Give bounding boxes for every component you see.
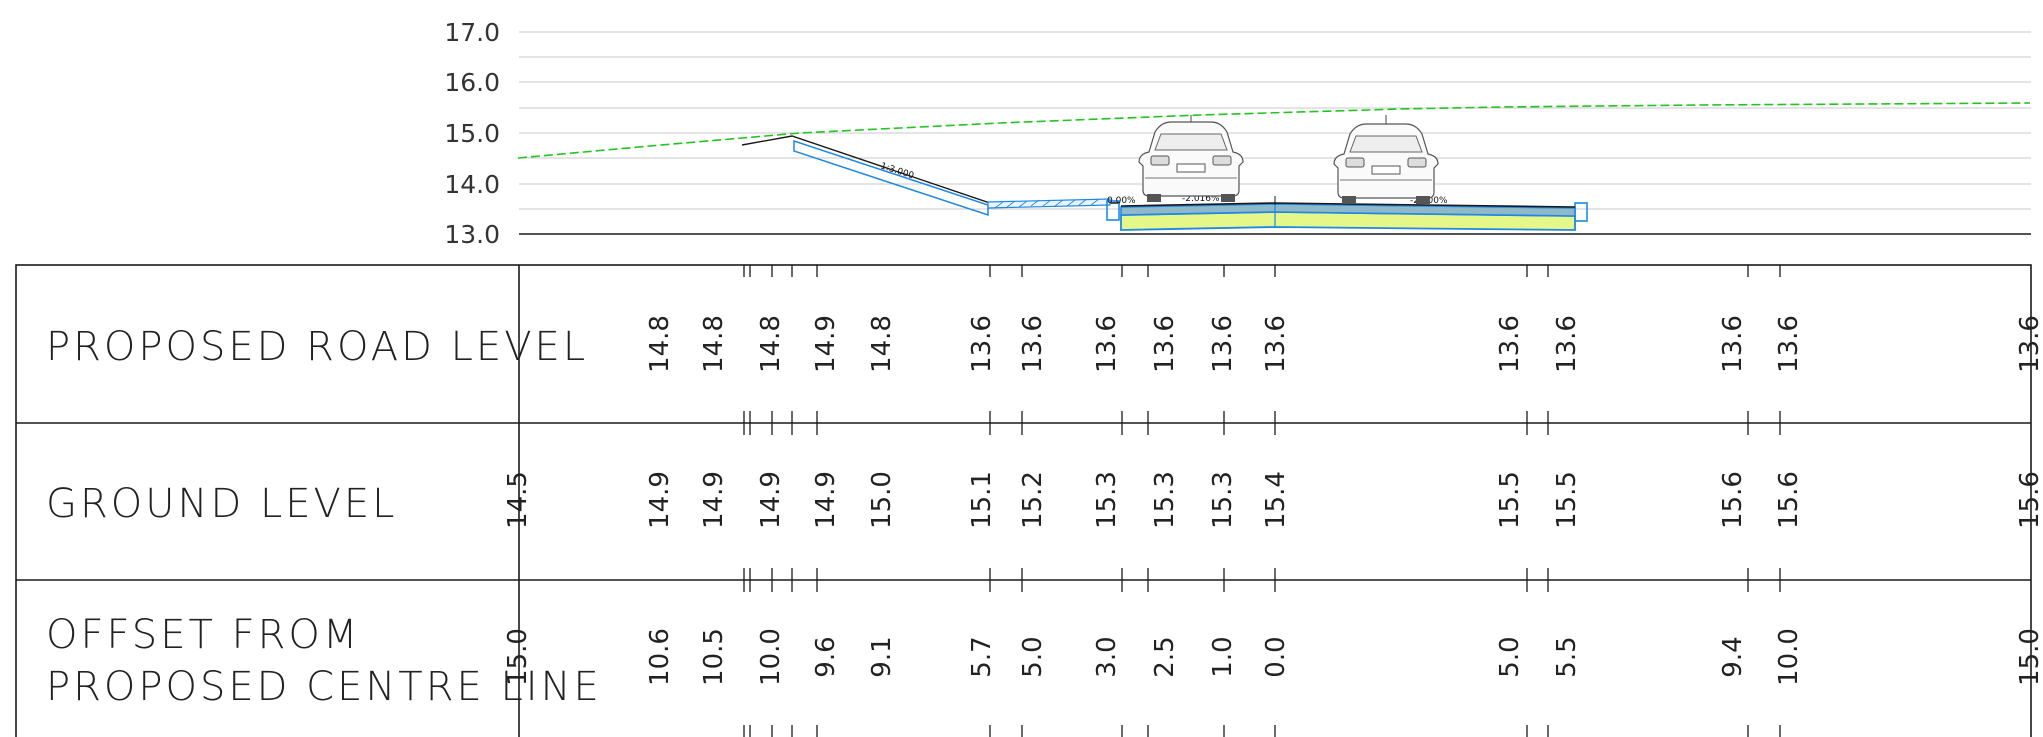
proposed-road-level-value: 13.6 (1774, 315, 1804, 373)
level-label-16: 16.0 (444, 68, 500, 97)
level-label-17: 17.0 (444, 18, 500, 47)
ground-level-value: 15.5 (1552, 471, 1582, 529)
proposed-road-level-value: 13.6 (2015, 315, 2043, 373)
proposed-road-level-value: 13.6 (1495, 315, 1525, 373)
proposed-road-level-value: 14.8 (756, 315, 786, 373)
kerb-left (1106, 200, 1120, 221)
proposed-road-level-value: 14.8 (699, 315, 729, 373)
proposed-road-level-value: 14.8 (867, 315, 897, 373)
row-title-ground-level: GROUND LEVEL (46, 481, 397, 527)
proposed-road-level-value: 13.6 (1261, 315, 1291, 373)
offset-value: 1.0 (1208, 636, 1238, 677)
proposed-road-level-value: 13.6 (1018, 315, 1048, 373)
offset-value: 9.6 (811, 636, 841, 677)
proposed-road-level-value: 13.6 (1718, 315, 1748, 373)
ground-level-value: 15.3 (1092, 471, 1122, 529)
offset-value: 10.0 (1774, 628, 1804, 686)
row-title-offset-line2: PROPOSED CENTRE LINE (46, 664, 602, 710)
offset-value: 15.0 (2015, 628, 2043, 686)
proposed-road-level-value: 14.9 (811, 315, 841, 373)
crossfall-label-verge: 0.00% (1107, 196, 1136, 206)
data-table (15, 264, 2032, 737)
proposed-road-level-value: 13.6 (1208, 315, 1238, 373)
ground-level-value: 15.6 (1774, 471, 1804, 529)
earthwork-slope: 1:3.000 (741, 135, 1120, 217)
offset-value: 15.0 (503, 628, 533, 686)
offset-value: 5.7 (967, 636, 997, 677)
offset-value: 0.0 (1261, 636, 1291, 677)
vehicle-left (1138, 115, 1244, 202)
offset-value: 10.5 (699, 628, 729, 686)
vehicle-right (1333, 115, 1439, 204)
ground-level-value: 15.5 (1495, 471, 1525, 529)
ground-level-value: 14.5 (503, 471, 533, 529)
offset-value: 9.4 (1718, 636, 1748, 677)
ground-level-value: 15.4 (1261, 471, 1291, 529)
row-title-offset-line1: OFFSET FROM (46, 612, 360, 658)
level-label-13: 13.0 (444, 220, 500, 249)
offset-value: 5.0 (1495, 636, 1525, 677)
station-ticks (743, 265, 1781, 737)
offset-value: 10.6 (645, 628, 675, 686)
offset-value: 10.0 (756, 628, 786, 686)
ground-level-value: 14.9 (811, 471, 841, 529)
ground-level-value: 15.6 (2015, 471, 2043, 529)
ground-level-value: 15.2 (1018, 471, 1048, 529)
level-label-14: 14.0 (444, 170, 500, 199)
proposed-road-level-value: 13.6 (1552, 315, 1582, 373)
level-label-15: 15.0 (444, 119, 500, 148)
ground-level-value: 15.1 (967, 471, 997, 529)
offset-value: 2.5 (1150, 636, 1180, 677)
slope-ratio-label: 1:3.000 (879, 161, 915, 181)
ground-level-value: 14.9 (699, 471, 729, 529)
level-grid (519, 31, 2031, 235)
level-axis: 17.0 16.0 15.0 14.0 13.0 (444, 18, 500, 249)
offset-value: 9.1 (867, 636, 897, 677)
row-values: 14.8 14.8 14.8 14.9 14.8 13.6 13.6 13.6 13.6 13.6… (503, 315, 2043, 686)
crossfall-label-left-lane: -2.016% (1182, 194, 1220, 204)
offset-value: 5.0 (1018, 636, 1048, 677)
existing-ground-line (517, 102, 2031, 159)
proposed-road-level-value: 13.6 (1150, 315, 1180, 373)
offset-value: 3.0 (1092, 636, 1122, 677)
ground-level-value: 15.3 (1208, 471, 1238, 529)
proposed-road-level-value: 13.6 (967, 315, 997, 373)
kerb-right (1574, 202, 1588, 222)
row-title-proposed-road-level: PROPOSED ROAD LEVEL (46, 324, 588, 370)
ground-level-value: 15.0 (867, 471, 897, 529)
ground-level-value: 15.3 (1150, 471, 1180, 529)
ground-level-value: 14.9 (645, 471, 675, 529)
proposed-road-level-value: 14.8 (645, 315, 675, 373)
offset-value: 5.5 (1552, 636, 1582, 677)
proposed-road-level-value: 13.6 (1092, 315, 1122, 373)
ground-level-value: 14.9 (756, 471, 786, 529)
ground-level-value: 15.6 (1718, 471, 1748, 529)
